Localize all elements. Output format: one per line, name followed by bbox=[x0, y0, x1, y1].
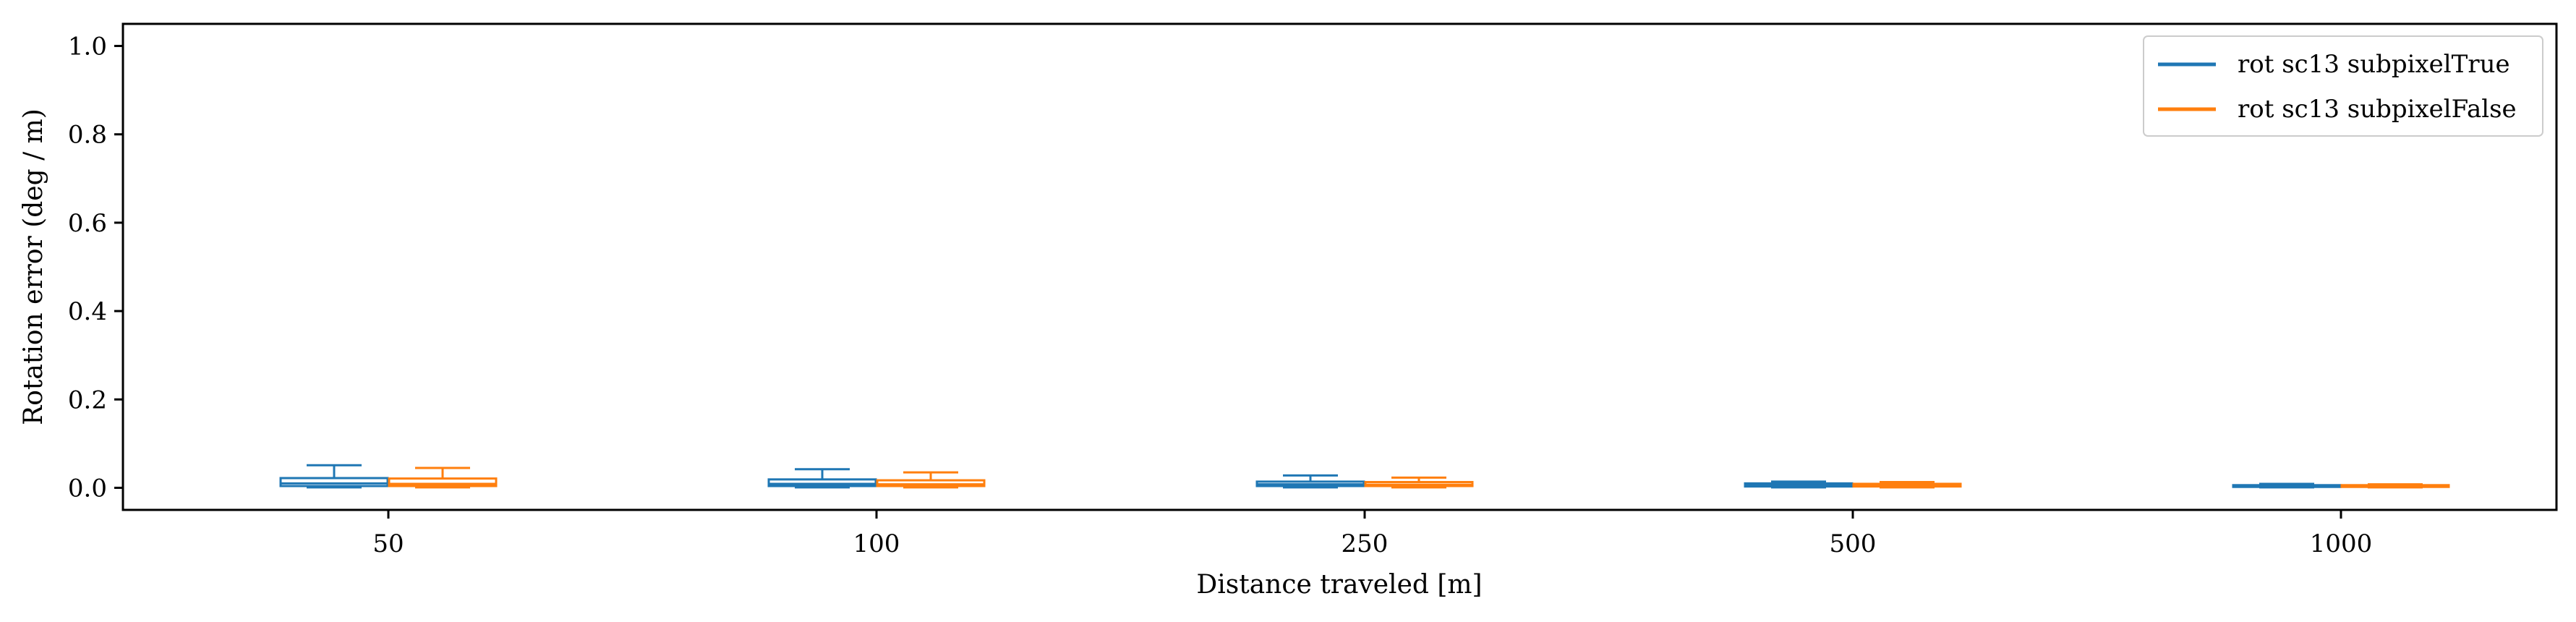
legend: rot sc13 subpixelTrue rot sc13 subpixelF… bbox=[2143, 35, 2543, 137]
box-1-0 bbox=[388, 466, 498, 489]
y-tick-label: 0.0 bbox=[68, 474, 107, 503]
box-0-3 bbox=[1744, 480, 1854, 489]
box-body bbox=[876, 479, 986, 487]
y-tick-label: 0.6 bbox=[68, 209, 107, 238]
legend-label-subpixel-false: rot sc13 subpixelFalse bbox=[2238, 95, 2517, 124]
box-body bbox=[767, 478, 877, 487]
box-1-4 bbox=[2340, 483, 2450, 489]
y-tick-label: 1.0 bbox=[68, 33, 107, 61]
plot-frame bbox=[121, 22, 2558, 511]
x-tick-label: 500 bbox=[1830, 529, 1877, 558]
box-1-1 bbox=[876, 471, 986, 489]
y-tick-label: 0.4 bbox=[68, 297, 107, 326]
plot-area bbox=[121, 22, 2558, 511]
box-body bbox=[279, 477, 389, 487]
x-axis: 50 100 250 500 1000 bbox=[372, 510, 2372, 558]
legend-frame bbox=[2143, 35, 2543, 137]
box-body bbox=[388, 477, 498, 487]
y-tick-label: 0.8 bbox=[68, 121, 107, 150]
box-1-3 bbox=[1852, 481, 1962, 489]
x-tick-label: 250 bbox=[1342, 529, 1389, 558]
y-axis: 0.0 0.2 0.4 0.6 0.8 1.0 bbox=[68, 33, 123, 503]
box-0-0 bbox=[279, 464, 389, 489]
legend-label-subpixel-true: rot sc13 subpixelTrue bbox=[2238, 50, 2510, 79]
box-1-2 bbox=[1364, 476, 1474, 489]
y-axis-label: Rotation error (deg / m) bbox=[19, 108, 48, 425]
x-tick-label: 50 bbox=[372, 529, 404, 558]
x-tick-label: 1000 bbox=[2310, 529, 2373, 558]
x-tick-label: 100 bbox=[853, 529, 900, 558]
box-0-4 bbox=[2232, 482, 2342, 489]
boxes bbox=[279, 464, 2450, 489]
box-0-1 bbox=[767, 468, 877, 489]
box-0-2 bbox=[1255, 474, 1365, 489]
x-axis-label: Distance traveled [m] bbox=[1196, 570, 1482, 600]
y-tick-label: 0.2 bbox=[68, 385, 107, 414]
